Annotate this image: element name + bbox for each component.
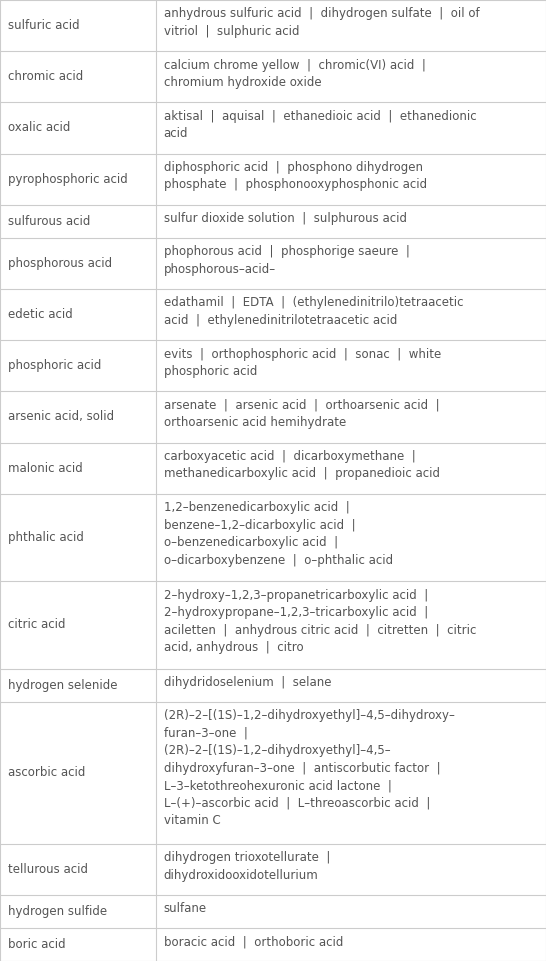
Text: carboxyacetic acid  |  dicarboxymethane  |
methanedicarboxylic acid  |  propaned: carboxyacetic acid | dicarboxymethane | … <box>164 450 440 480</box>
Text: aktisal  |  aquisal  |  ethanedioic acid  |  ethanedionic
acid: aktisal | aquisal | ethanedioic acid | e… <box>164 110 476 140</box>
Text: boracic acid  |  orthoboric acid: boracic acid | orthoboric acid <box>164 935 343 949</box>
Text: oxalic acid: oxalic acid <box>8 121 70 135</box>
Text: tellurous acid: tellurous acid <box>8 863 88 875</box>
Text: sulfur dioxide solution  |  sulphurous acid: sulfur dioxide solution | sulphurous aci… <box>164 212 407 225</box>
Text: hydrogen sulfide: hydrogen sulfide <box>8 905 107 918</box>
Text: boric acid: boric acid <box>8 938 66 951</box>
Text: arsenic acid, solid: arsenic acid, solid <box>8 410 114 424</box>
Text: calcium chrome yellow  |  chromic(VI) acid  |
chromium hydroxide oxide: calcium chrome yellow | chromic(VI) acid… <box>164 59 425 89</box>
Text: edetic acid: edetic acid <box>8 308 73 321</box>
Text: dihydrogen trioxotellurate  |
dihydroxidooxidotellurium: dihydrogen trioxotellurate | dihydroxido… <box>164 851 330 881</box>
Text: phophorous acid  |  phosphorige saeure  |
phosphorous–acid–: phophorous acid | phosphorige saeure | p… <box>164 245 410 276</box>
Text: anhydrous sulfuric acid  |  dihydrogen sulfate  |  oil of
vitriol  |  sulphuric : anhydrous sulfuric acid | dihydrogen sul… <box>164 8 479 37</box>
Text: phosphorous acid: phosphorous acid <box>8 257 112 270</box>
Text: dihydridoselenium  |  selane: dihydridoselenium | selane <box>164 677 331 689</box>
Text: 2–hydroxy–1,2,3–propanetricarboxylic acid  |
2–hydroxypropane–1,2,3–tricarboxyli: 2–hydroxy–1,2,3–propanetricarboxylic aci… <box>164 589 476 654</box>
Text: edathamil  |  EDTA  |  (ethylenedinitrilo)tetraacetic
acid  |  ethylenedinitrilo: edathamil | EDTA | (ethylenedinitrilo)te… <box>164 296 463 327</box>
Text: phosphoric acid: phosphoric acid <box>8 359 102 372</box>
Text: 1,2–benzenedicarboxylic acid  |
benzene–1,2–dicarboxylic acid  |
o–benzenedicarb: 1,2–benzenedicarboxylic acid | benzene–1… <box>164 501 393 567</box>
Text: citric acid: citric acid <box>8 619 66 631</box>
Text: phthalic acid: phthalic acid <box>8 531 84 544</box>
Text: evits  |  orthophosphoric acid  |  sonac  |  white
phosphoric acid: evits | orthophosphoric acid | sonac | w… <box>164 348 441 378</box>
Text: ascorbic acid: ascorbic acid <box>8 766 85 779</box>
Text: sulfane: sulfane <box>164 902 207 916</box>
Text: diphosphoric acid  |  phosphono dihydrogen
phosphate  |  phosphonooxyphosphonic : diphosphoric acid | phosphono dihydrogen… <box>164 161 427 191</box>
Text: arsenate  |  arsenic acid  |  orthoarsenic acid  |
orthoarsenic acid hemihydrate: arsenate | arsenic acid | orthoarsenic a… <box>164 399 439 430</box>
Text: sulfuric acid: sulfuric acid <box>8 19 80 32</box>
Text: (2R)–2–[(1S)–1,2–dihydroxyethyl]–4,5–dihydroxy–
furan–3–one  |
(2R)–2–[(1S)–1,2–: (2R)–2–[(1S)–1,2–dihydroxyethyl]–4,5–dih… <box>164 709 454 827</box>
Text: sulfurous acid: sulfurous acid <box>8 214 91 228</box>
Text: hydrogen selenide: hydrogen selenide <box>8 678 117 692</box>
Text: pyrophosphoric acid: pyrophosphoric acid <box>8 173 128 185</box>
Text: chromic acid: chromic acid <box>8 70 83 84</box>
Text: malonic acid: malonic acid <box>8 461 83 475</box>
